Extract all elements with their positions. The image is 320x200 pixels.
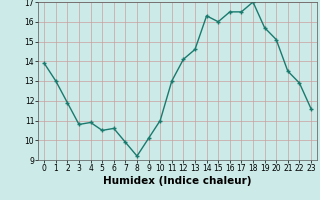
X-axis label: Humidex (Indice chaleur): Humidex (Indice chaleur) [103,176,252,186]
